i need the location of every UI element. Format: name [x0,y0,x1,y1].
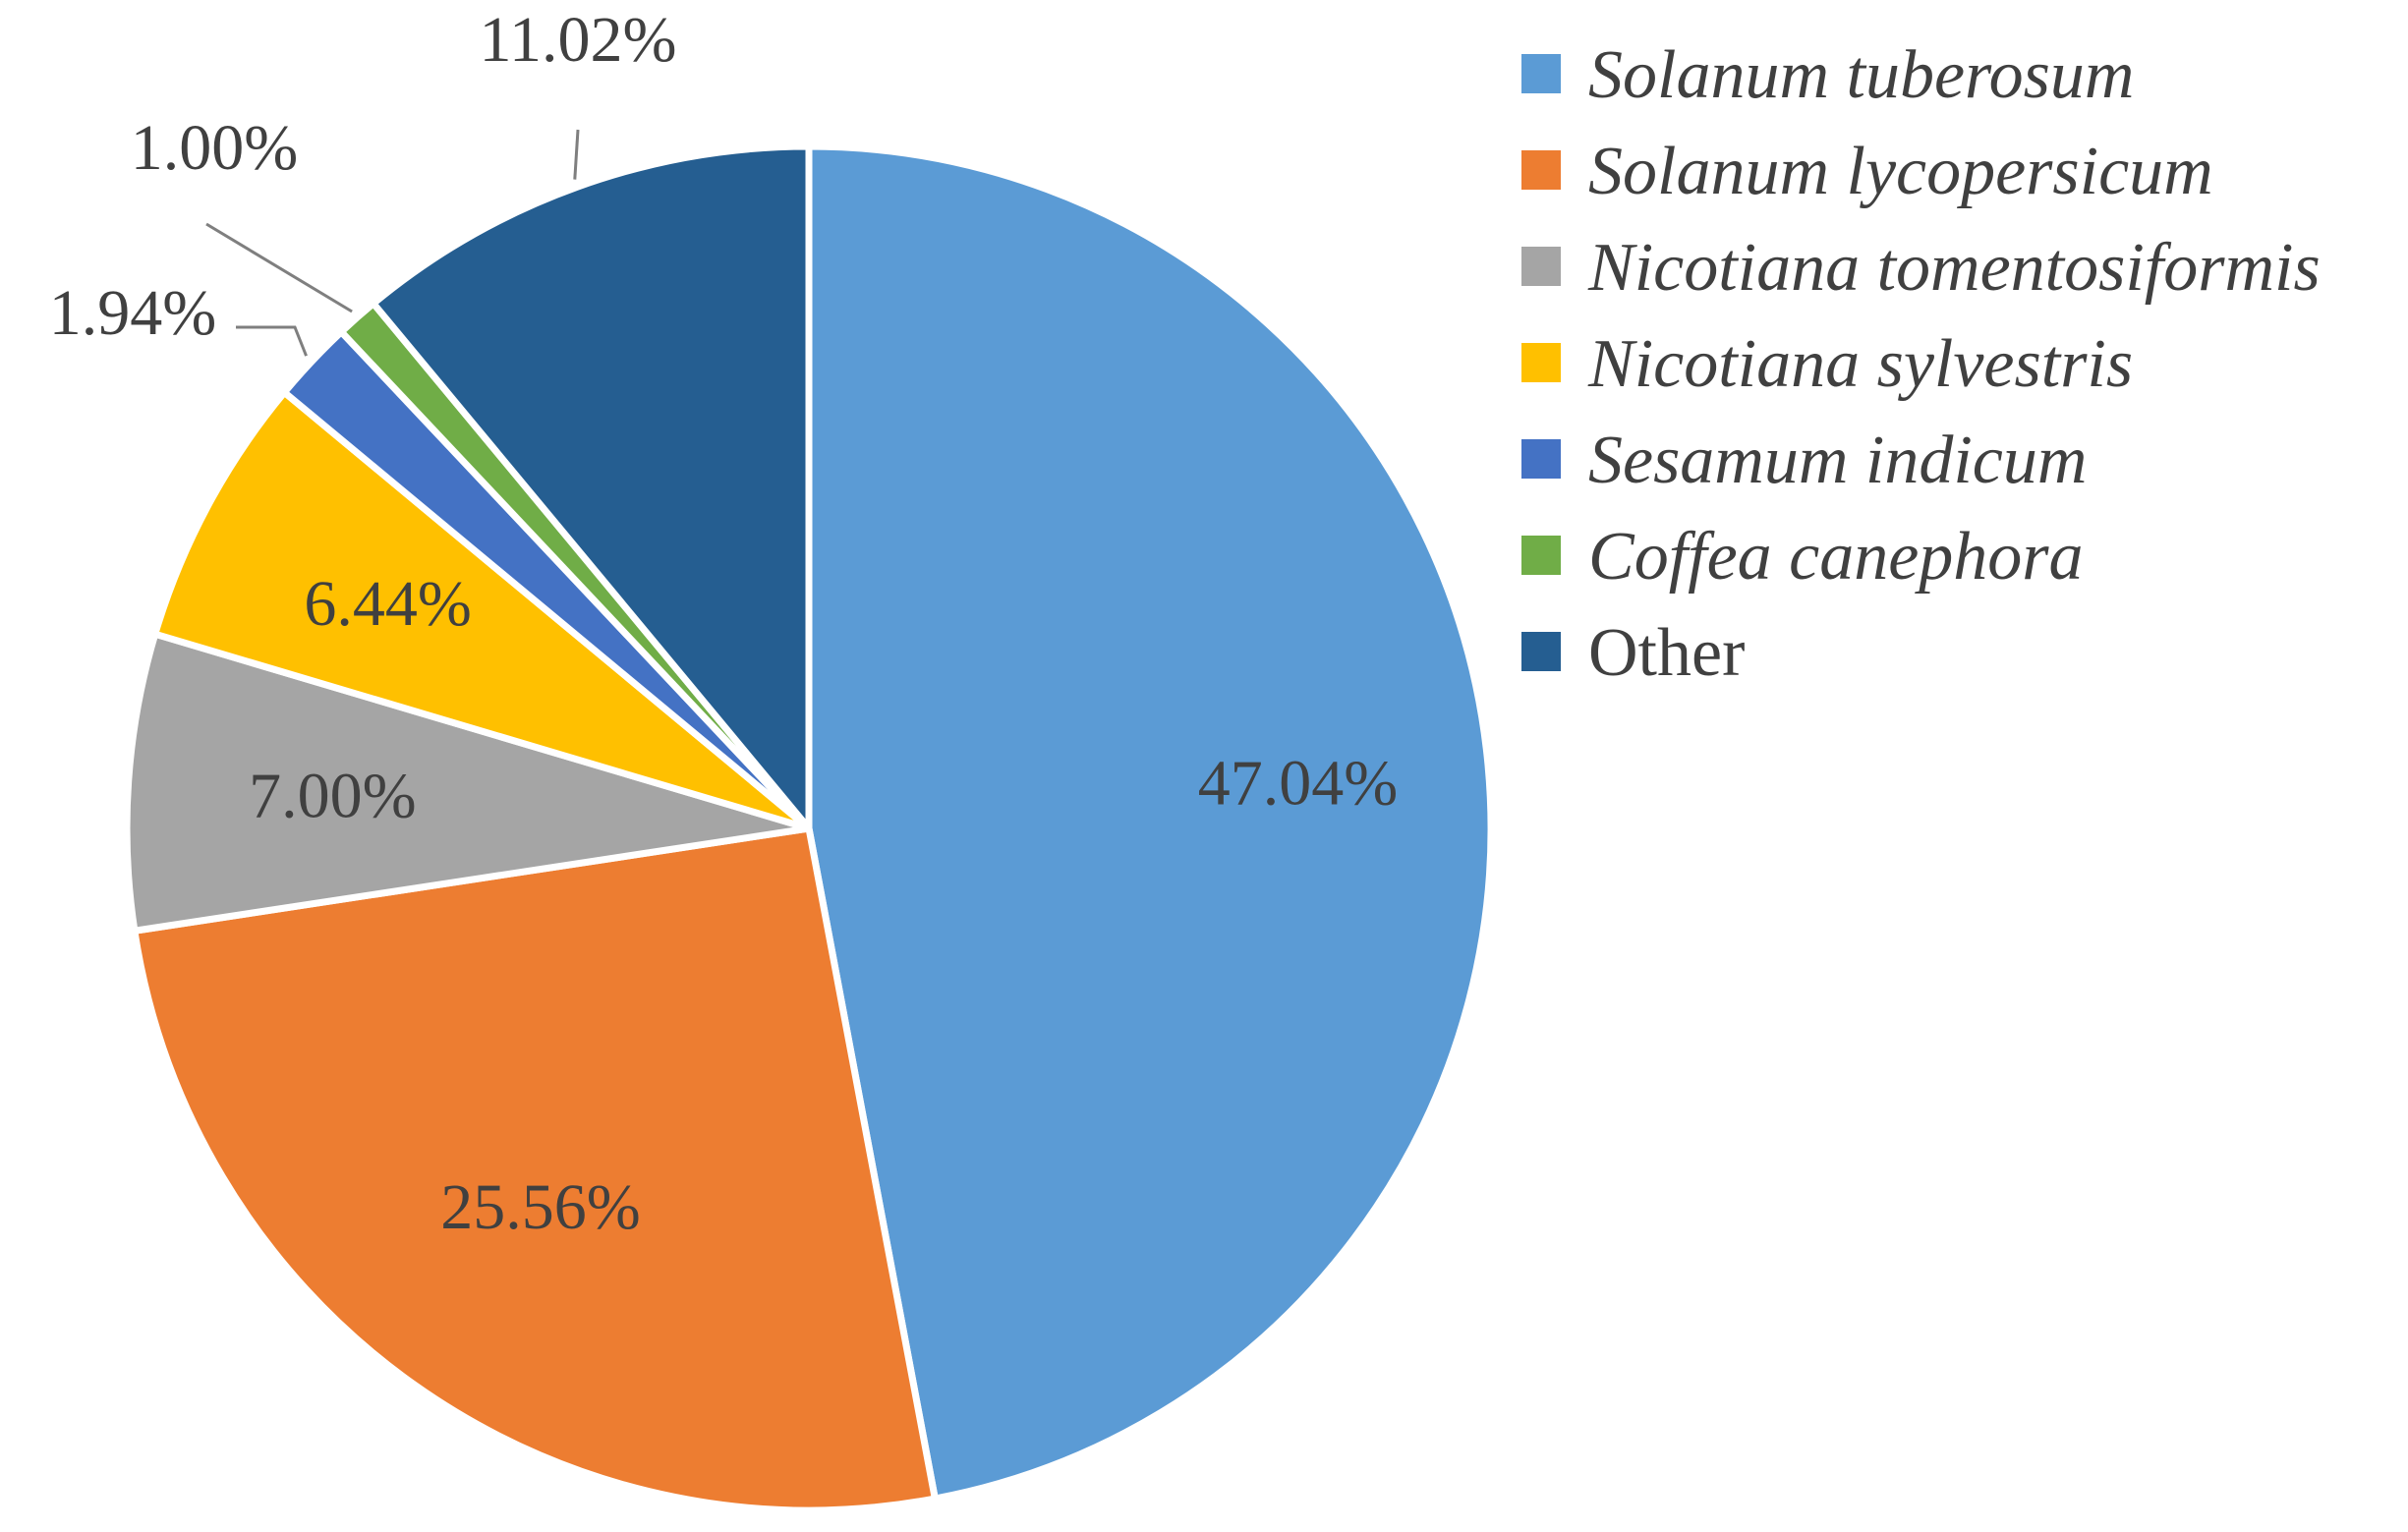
data-label-solanum-lycopersicum: 25.56% [440,1171,640,1243]
legend-swatch-nicotiana-tomentosiformis [1521,247,1561,286]
legend: Solanum tuberosum Solanum lycopersicum Nic… [1521,37,2321,691]
legend-label-other: Other [1588,615,1745,691]
pie-slice-nicotiana-sylvestris [151,388,813,832]
legend-swatch-solanum-tuberosum [1521,54,1561,93]
legend-label-nicotiana-tomentosiformis: Nicotiana tomentosiformis [1587,230,2321,306]
data-label-nicotiana-sylvestris: 6.44% [304,568,471,640]
legend-item-other: Other [1521,615,1745,691]
legend-label-solanum-lycopersicum: Solanum lycopersicum [1588,134,2213,209]
legend-swatch-sesamum-indicum [1521,439,1561,479]
legend-swatch-solanum-lycopersicum [1521,150,1561,190]
pie-slice-other [370,142,813,832]
data-label-sesamum-indicum: 1.94% [49,277,216,349]
pie-slice-solanum-tuberosum [805,142,1495,1503]
legend-item-nicotiana-sylvestris: Nicotiana sylvestris [1521,326,2133,402]
legend-label-coffea-canephora: Coffea canephora [1588,519,2084,595]
data-labels: 47.04% 25.56% 7.00% 6.44% 1.94% 1.00% 11.02% [49,4,1399,1243]
data-label-coffea-canephora: 1.00% [131,112,298,184]
legend-swatch-other [1521,632,1561,671]
legend-swatch-nicotiana-sylvestris [1521,343,1561,382]
leader-line-sesamum-indicum [236,325,308,357]
data-label-other: 11.02% [479,4,676,76]
pie-slice-nicotiana-tomentosiformis [123,630,813,935]
legend-item-coffea-canephora: Coffea canephora [1521,519,2084,595]
data-label-nicotiana-tomentosiformis: 7.00% [249,760,416,831]
legend-item-solanum-lycopersicum: Solanum lycopersicum [1521,134,2213,209]
legend-label-nicotiana-sylvestris: Nicotiana sylvestris [1587,326,2133,402]
legend-item-solanum-tuberosum: Solanum tuberosum [1521,37,2134,113]
legend-item-sesamum-indicum: Sesamum indicum [1521,423,2087,498]
data-label-solanum-tuberosum: 47.04% [1198,748,1398,820]
leader-line-other [573,129,580,180]
leader-line-coffea-canephora [205,222,353,313]
legend-swatch-coffea-canephora [1521,536,1561,575]
legend-label-sesamum-indicum: Sesamum indicum [1588,423,2087,498]
legend-label-solanum-tuberosum: Solanum tuberosum [1588,37,2134,113]
leader-lines [205,129,580,357]
pie-slice-solanum-lycopersicum [131,824,939,1514]
legend-item-nicotiana-tomentosiformis: Nicotiana tomentosiformis [1521,230,2321,306]
pie-slices [123,142,1495,1514]
